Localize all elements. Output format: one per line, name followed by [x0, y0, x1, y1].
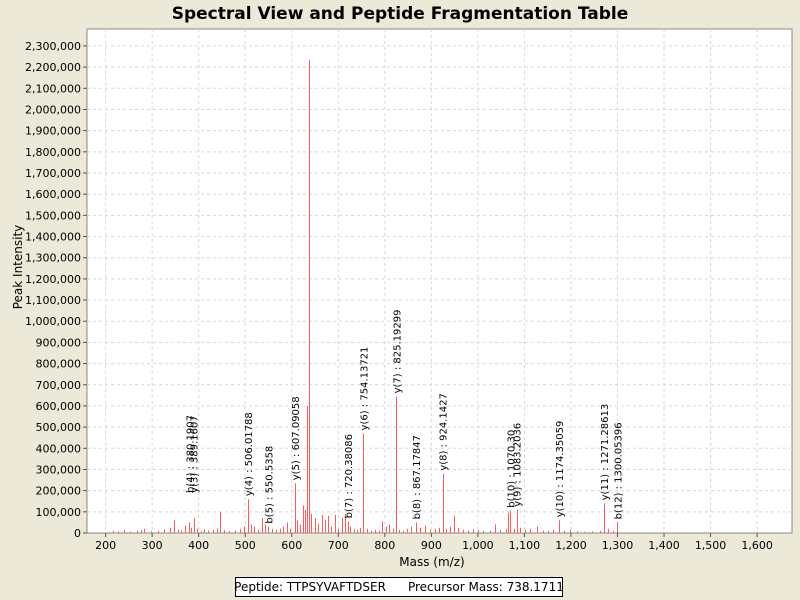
- peak-annotation: y(6) : 754.13721: [359, 347, 370, 431]
- y-tick-label: 2,000,000: [25, 103, 81, 116]
- y-tick-label: 100,000: [36, 506, 82, 519]
- y-tick-label: 200,000: [36, 485, 82, 498]
- peak-annotation: y(10) : 1174.35059: [555, 421, 566, 518]
- peak-annotation: b(4) : 380.1907: [185, 415, 196, 493]
- peak-annotation: b(7) : 720.38086: [344, 434, 355, 518]
- x-axis-ticks: 200 300 400 500 600 700 800 900 1,000 1,100 1,200 1…: [95, 533, 773, 552]
- x-tick-label: 1,500: [695, 539, 727, 552]
- x-axis-label: Mass (m/z): [399, 555, 464, 569]
- y-tick-label: 0: [74, 527, 81, 540]
- y-tick-label: 1,800,000: [25, 146, 81, 159]
- x-tick-label: 700: [328, 539, 349, 552]
- y-tick-label: 1,200,000: [25, 273, 81, 286]
- peak-annotation: y(9) : 1083.2036: [513, 423, 524, 507]
- y-tick-label: 1,700,000: [25, 167, 81, 180]
- x-tick-label: 900: [421, 539, 442, 552]
- y-tick-label: 1,000,000: [25, 315, 81, 328]
- y-tick-label: 1,600,000: [25, 188, 81, 201]
- peak-annotation: y(7) : 825.19299: [393, 310, 404, 394]
- grid: [87, 29, 792, 533]
- x-tick-label: 600: [281, 539, 302, 552]
- peak-annotation: y(4) : 506.01788: [244, 412, 255, 496]
- x-tick-label: 1,000: [462, 539, 494, 552]
- y-tick-label: 500,000: [36, 421, 82, 434]
- x-tick-label: 1,100: [509, 539, 541, 552]
- y-tick-label: 2,300,000: [25, 40, 81, 53]
- peak-annotation: y(11) : 1271.28613: [600, 404, 611, 501]
- y-tick-label: 1,300,000: [25, 252, 81, 265]
- y-tick-label: 800,000: [36, 358, 82, 371]
- y-axis-ticks: 0 100,000 200,000 300,000 400,000 500,000 600,…: [25, 40, 87, 540]
- x-tick-label: 200: [95, 539, 116, 552]
- peak-annotation: y(3) : 389.1607: [190, 415, 201, 493]
- peak-annotation: b(8) : 867.17847: [412, 435, 423, 519]
- y-tick-label: 700,000: [36, 379, 82, 392]
- y-tick-label: 1,500,000: [25, 209, 81, 222]
- plot-area: [86, 28, 793, 534]
- chart-title: Spectral View and Peptide Fragmentation …: [172, 4, 629, 24]
- y-tick-label: 1,900,000: [25, 125, 81, 138]
- peak-annotation: y(5) : 607.09058: [291, 396, 302, 480]
- y-tick-label: 1,400,000: [25, 231, 81, 244]
- y-tick-label: 400,000: [36, 442, 82, 455]
- peak-annotation: b(5) : 550.5358: [265, 446, 276, 524]
- y-tick-label: 1,100,000: [25, 294, 81, 307]
- x-tick-label: 300: [142, 539, 163, 552]
- y-tick-label: 600,000: [36, 400, 82, 413]
- y-axis-label: Peak Intensity: [11, 225, 25, 310]
- y-tick-label: 2,100,000: [25, 82, 81, 95]
- x-tick-label: 1,600: [741, 539, 773, 552]
- legend-peptide: Peptide: TTPSYVAFTDSER: [234, 580, 386, 594]
- peak-annotation: b(12) : 1300.05396: [614, 422, 625, 519]
- peak-annotation: y(8) : 924.1427: [439, 393, 450, 471]
- x-tick-label: 1,400: [648, 539, 680, 552]
- x-tick-label: 500: [235, 539, 256, 552]
- y-tick-label: 2,200,000: [25, 61, 81, 74]
- x-tick-label: 400: [188, 539, 209, 552]
- legend-precursor: Precursor Mass: 738.1711: [407, 580, 564, 594]
- legend: Peptide: TTPSYVAFTDSER Precursor Mass: 7…: [234, 577, 564, 597]
- y-tick-label: 900,000: [36, 336, 82, 349]
- peak-annotation: b(10) : 1070.30: [507, 430, 518, 508]
- x-tick-label: 800: [374, 539, 395, 552]
- x-tick-label: 1,200: [555, 539, 587, 552]
- x-tick-label: 1,300: [602, 539, 634, 552]
- peaks: [113, 59, 618, 533]
- y-tick-label: 300,000: [36, 463, 82, 476]
